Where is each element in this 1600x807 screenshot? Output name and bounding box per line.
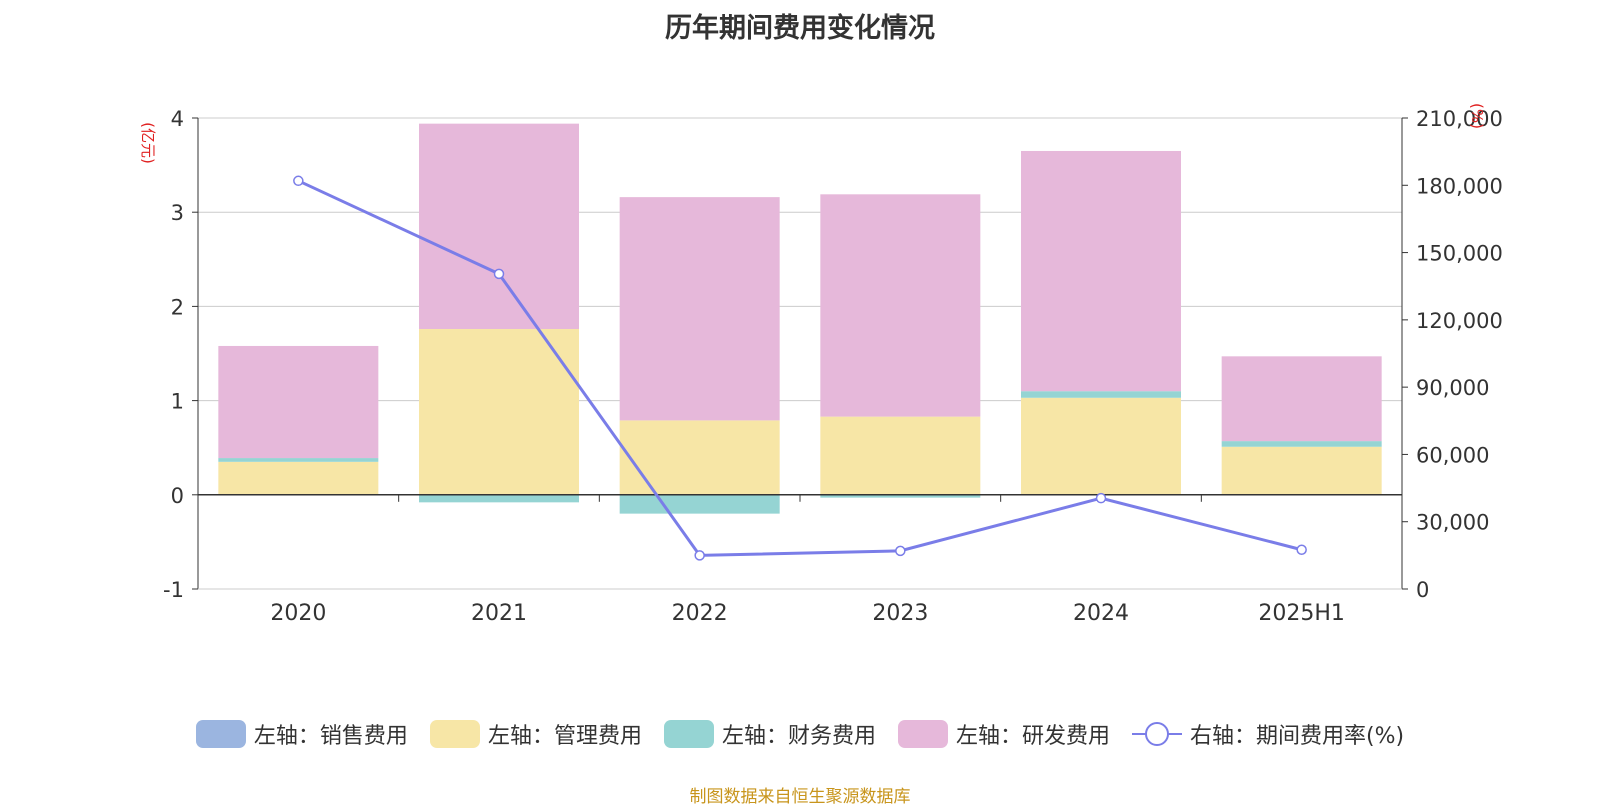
- legend-swatch-finance: [663, 720, 714, 748]
- legend: 左轴：销售费用 左轴：管理费用 左轴：财务费用 左轴：研发费用 右轴：期间费用率…: [0, 718, 1600, 750]
- bar-finance: [1221, 441, 1382, 447]
- legend-swatch-rd: [897, 720, 948, 748]
- right-tick-label: 0: [1416, 578, 1429, 602]
- bar-rd: [820, 194, 981, 417]
- category-label: 2022: [672, 601, 728, 626]
- ratio-line: [297, 179, 1303, 557]
- category-label: 2023: [872, 601, 928, 626]
- category-label: 2025H1: [1258, 601, 1345, 626]
- bar-rd: [1021, 150, 1181, 392]
- left-tick-label: 4: [171, 107, 184, 131]
- right-axis-unit: (%): [1468, 103, 1486, 129]
- left-tick-label: 0: [171, 484, 184, 508]
- bar-rd: [1221, 356, 1382, 442]
- right-tick-label: 180,000: [1416, 174, 1503, 198]
- bar-rd: [218, 345, 379, 459]
- right-tick-label: 60,000: [1416, 443, 1489, 467]
- right-tick-label: 30,000: [1416, 511, 1489, 535]
- legend-swatch-sales: [195, 720, 246, 748]
- ratio-point: [694, 550, 705, 561]
- left-tick-label: 3: [171, 201, 184, 225]
- ratio-point: [1095, 492, 1107, 504]
- category-label: 2020: [270, 601, 326, 626]
- bar-finance: [419, 494, 579, 503]
- bar-admin: [619, 420, 780, 495]
- ratio-point: [1296, 544, 1307, 555]
- right-tick-label: 150,000: [1416, 242, 1503, 266]
- left-tick-label: -1: [163, 578, 184, 602]
- ratio-point: [493, 268, 505, 280]
- source-note: 制图数据来自恒生聚源数据库: [689, 787, 911, 807]
- bar-admin: [1021, 397, 1181, 495]
- legend-label-ratio: 右轴：期间费用率(%): [1189, 724, 1405, 749]
- bar-finance: [619, 494, 780, 514]
- legend-circle-icon: [1144, 722, 1169, 746]
- legend-item-finance[interactable]: 左轴：财务费用: [663, 718, 876, 750]
- bar-rd: [619, 197, 780, 421]
- legend-item-admin[interactable]: 左轴：管理费用: [429, 718, 642, 750]
- bar-finance: [1021, 391, 1181, 398]
- legend-label-sales: 左轴：销售费用: [253, 724, 408, 749]
- ratio-point: [895, 545, 906, 557]
- right-tick-label: 210,000: [1416, 107, 1503, 131]
- bar-finance: [820, 494, 981, 498]
- bar-admin: [1221, 446, 1382, 495]
- bar-rd: [419, 123, 579, 330]
- category-label: 2021: [471, 601, 527, 626]
- left-axis-unit: (亿元): [139, 122, 157, 164]
- left-tick-label: 1: [171, 390, 184, 414]
- legend-item-rd[interactable]: 左轴：研发费用: [897, 718, 1110, 750]
- bar-admin: [218, 461, 379, 495]
- legend-label-rd: 左轴：研发费用: [955, 724, 1110, 749]
- ratio-point: [293, 175, 304, 187]
- right-tick-label: 120,000: [1416, 309, 1503, 333]
- legend-item-ratio[interactable]: 右轴：期间费用率(%): [1131, 718, 1405, 750]
- right-tick-label: 90,000: [1416, 376, 1489, 400]
- category-label: 2024: [1073, 601, 1129, 626]
- legend-swatch-ratio: [1131, 720, 1182, 748]
- chart-title: 历年期间费用变化情况: [665, 13, 935, 44]
- left-tick-label: 2: [171, 295, 184, 319]
- legend-label-admin: 左轴：管理费用: [487, 724, 642, 749]
- bar-finance: [218, 458, 379, 462]
- legend-item-sales[interactable]: 左轴：销售费用: [195, 718, 408, 750]
- bar-admin: [820, 416, 981, 495]
- chart-svg: -1 0 1 2 3 4 0 30,000 60,000 90,000 120,000 150,000…: [139, 103, 1503, 626]
- legend-swatch-admin: [429, 720, 480, 748]
- bar-admin: [419, 329, 579, 495]
- legend-label-finance: 左轴：财务费用: [721, 724, 876, 749]
